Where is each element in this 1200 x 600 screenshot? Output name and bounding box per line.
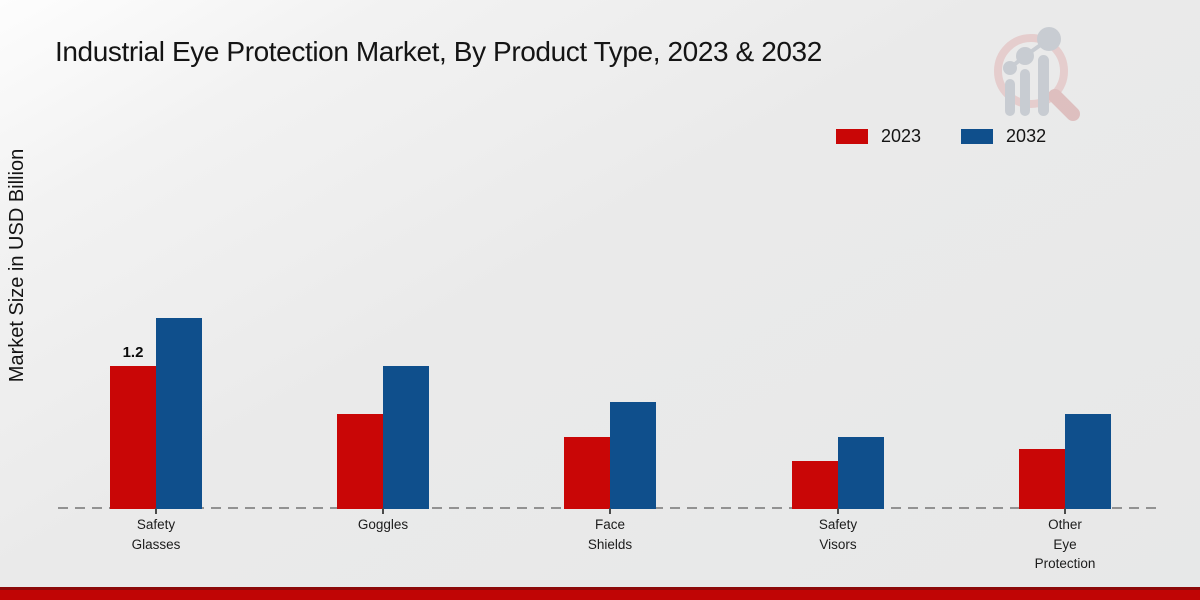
logo-dot-small: [1003, 61, 1017, 75]
magnifier-bar-chart-logo: [994, 27, 1080, 121]
logo-dot-large: [1037, 27, 1061, 51]
bar-2023-face-shields: [564, 437, 610, 509]
category-label-face-shields: Face Shields: [587, 517, 633, 552]
bar-2032-safety-glasses: [156, 318, 202, 509]
logo-magnifier-handle: [1048, 89, 1080, 121]
legend-label-2023: 2023: [881, 126, 922, 146]
x-axis-tick: [1064, 508, 1066, 514]
category-label-safety-visors: Safety Visors: [818, 517, 858, 552]
legend-swatch-2032: [961, 129, 994, 144]
bar-2023-goggles: [337, 414, 383, 509]
y-axis-label: Market Size in USD Billion: [6, 148, 28, 383]
logo-magnifier-ring: [994, 34, 1068, 108]
footer-accent-band: [0, 587, 1200, 600]
category-label-safety-glasses: Safety Glasses: [131, 517, 181, 552]
bar-2023-safety-glasses: [110, 366, 156, 509]
legend-item-2023: 2023: [836, 126, 921, 147]
bar-2023-other-eye-protection: [1019, 449, 1065, 509]
category-label-other-eye-protection: Other Eye Protection: [1034, 517, 1096, 572]
bar-2032-goggles: [383, 366, 429, 509]
logo-bar-large: [1038, 55, 1049, 116]
x-axis-tick: [609, 508, 611, 514]
bar-2032-face-shields: [610, 402, 656, 509]
logo-dot-medium: [1016, 47, 1034, 65]
legend-label-2032: 2032: [1006, 126, 1047, 146]
x-axis-tick: [382, 508, 384, 514]
chart-title: Industrial Eye Protection Market, By Pro…: [55, 36, 822, 67]
bar-2032-other-eye-protection: [1065, 414, 1111, 509]
bar-value-label: 1.2: [122, 344, 144, 361]
legend-swatch-2023: [836, 129, 868, 144]
legend-item-2032: 2032: [961, 126, 1046, 147]
bar-2032-safety-visors: [838, 437, 884, 509]
category-label-goggles: Goggles: [357, 517, 409, 532]
x-axis-tick: [155, 508, 157, 514]
logo-bar-small: [1005, 79, 1015, 116]
bar-2023-safety-visors: [792, 461, 838, 509]
x-axis-tick: [837, 508, 839, 514]
legend: 2023 2032: [836, 126, 1046, 147]
logo-bar-medium: [1020, 69, 1030, 116]
